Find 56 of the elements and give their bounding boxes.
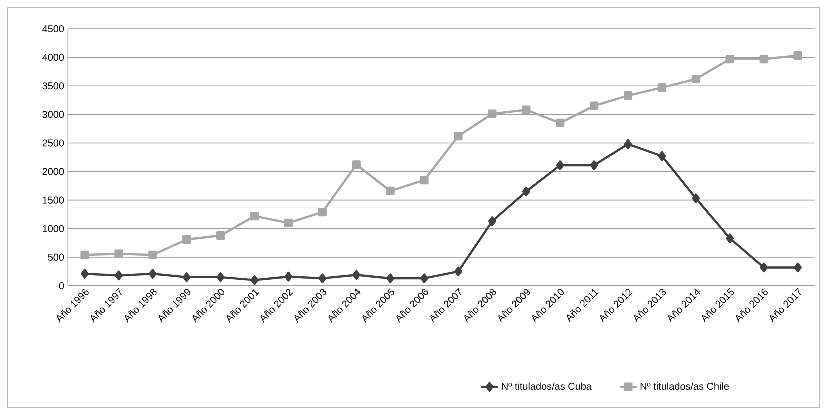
point bbox=[420, 176, 429, 185]
y-tick-label: 3500 bbox=[42, 82, 64, 90]
point bbox=[658, 151, 666, 162]
y-tick-label: 4000 bbox=[42, 54, 64, 62]
point bbox=[624, 92, 633, 100]
point bbox=[658, 84, 667, 92]
point bbox=[182, 272, 191, 282]
point bbox=[182, 235, 192, 244]
point bbox=[386, 274, 395, 284]
point bbox=[760, 262, 768, 273]
point bbox=[216, 231, 226, 240]
y-tick-label: 500 bbox=[48, 254, 64, 261]
point bbox=[352, 160, 361, 170]
point bbox=[318, 208, 327, 217]
point bbox=[522, 106, 531, 114]
y-tick-label: 1000 bbox=[43, 225, 64, 232]
point bbox=[488, 110, 497, 118]
point bbox=[726, 234, 734, 244]
point bbox=[81, 269, 89, 279]
point bbox=[692, 74, 700, 84]
point bbox=[284, 272, 293, 282]
y-tick-label: 3000 bbox=[42, 111, 64, 118]
point bbox=[114, 270, 123, 281]
y-tick-label: 4500 bbox=[42, 25, 64, 33]
legend-label: Nº titulados/as Cuba bbox=[502, 382, 592, 390]
point bbox=[522, 186, 530, 197]
point bbox=[488, 216, 496, 226]
point bbox=[318, 274, 327, 284]
point bbox=[216, 272, 225, 282]
point bbox=[148, 269, 157, 279]
point bbox=[80, 250, 90, 260]
point bbox=[556, 160, 564, 170]
point bbox=[590, 102, 599, 110]
point bbox=[692, 194, 700, 204]
point bbox=[454, 132, 463, 141]
point bbox=[794, 262, 802, 273]
y-tick-label: 2500 bbox=[42, 140, 64, 147]
point bbox=[250, 212, 260, 221]
point bbox=[556, 118, 565, 128]
point bbox=[284, 218, 294, 228]
point bbox=[760, 54, 768, 64]
point bbox=[794, 52, 802, 60]
point bbox=[352, 270, 361, 280]
y-tick-label: 0 bbox=[59, 282, 64, 290]
point bbox=[148, 250, 158, 260]
point bbox=[386, 186, 395, 196]
y-tick-label: 1500 bbox=[43, 196, 64, 204]
point bbox=[624, 139, 632, 150]
point bbox=[114, 250, 124, 258]
legend-label: Nº titulados/as Chile bbox=[640, 382, 730, 390]
point bbox=[726, 54, 734, 64]
point bbox=[590, 160, 598, 170]
point bbox=[420, 274, 428, 284]
point bbox=[250, 275, 259, 286]
point bbox=[454, 266, 462, 277]
y-tick-label: 2000 bbox=[42, 168, 64, 176]
